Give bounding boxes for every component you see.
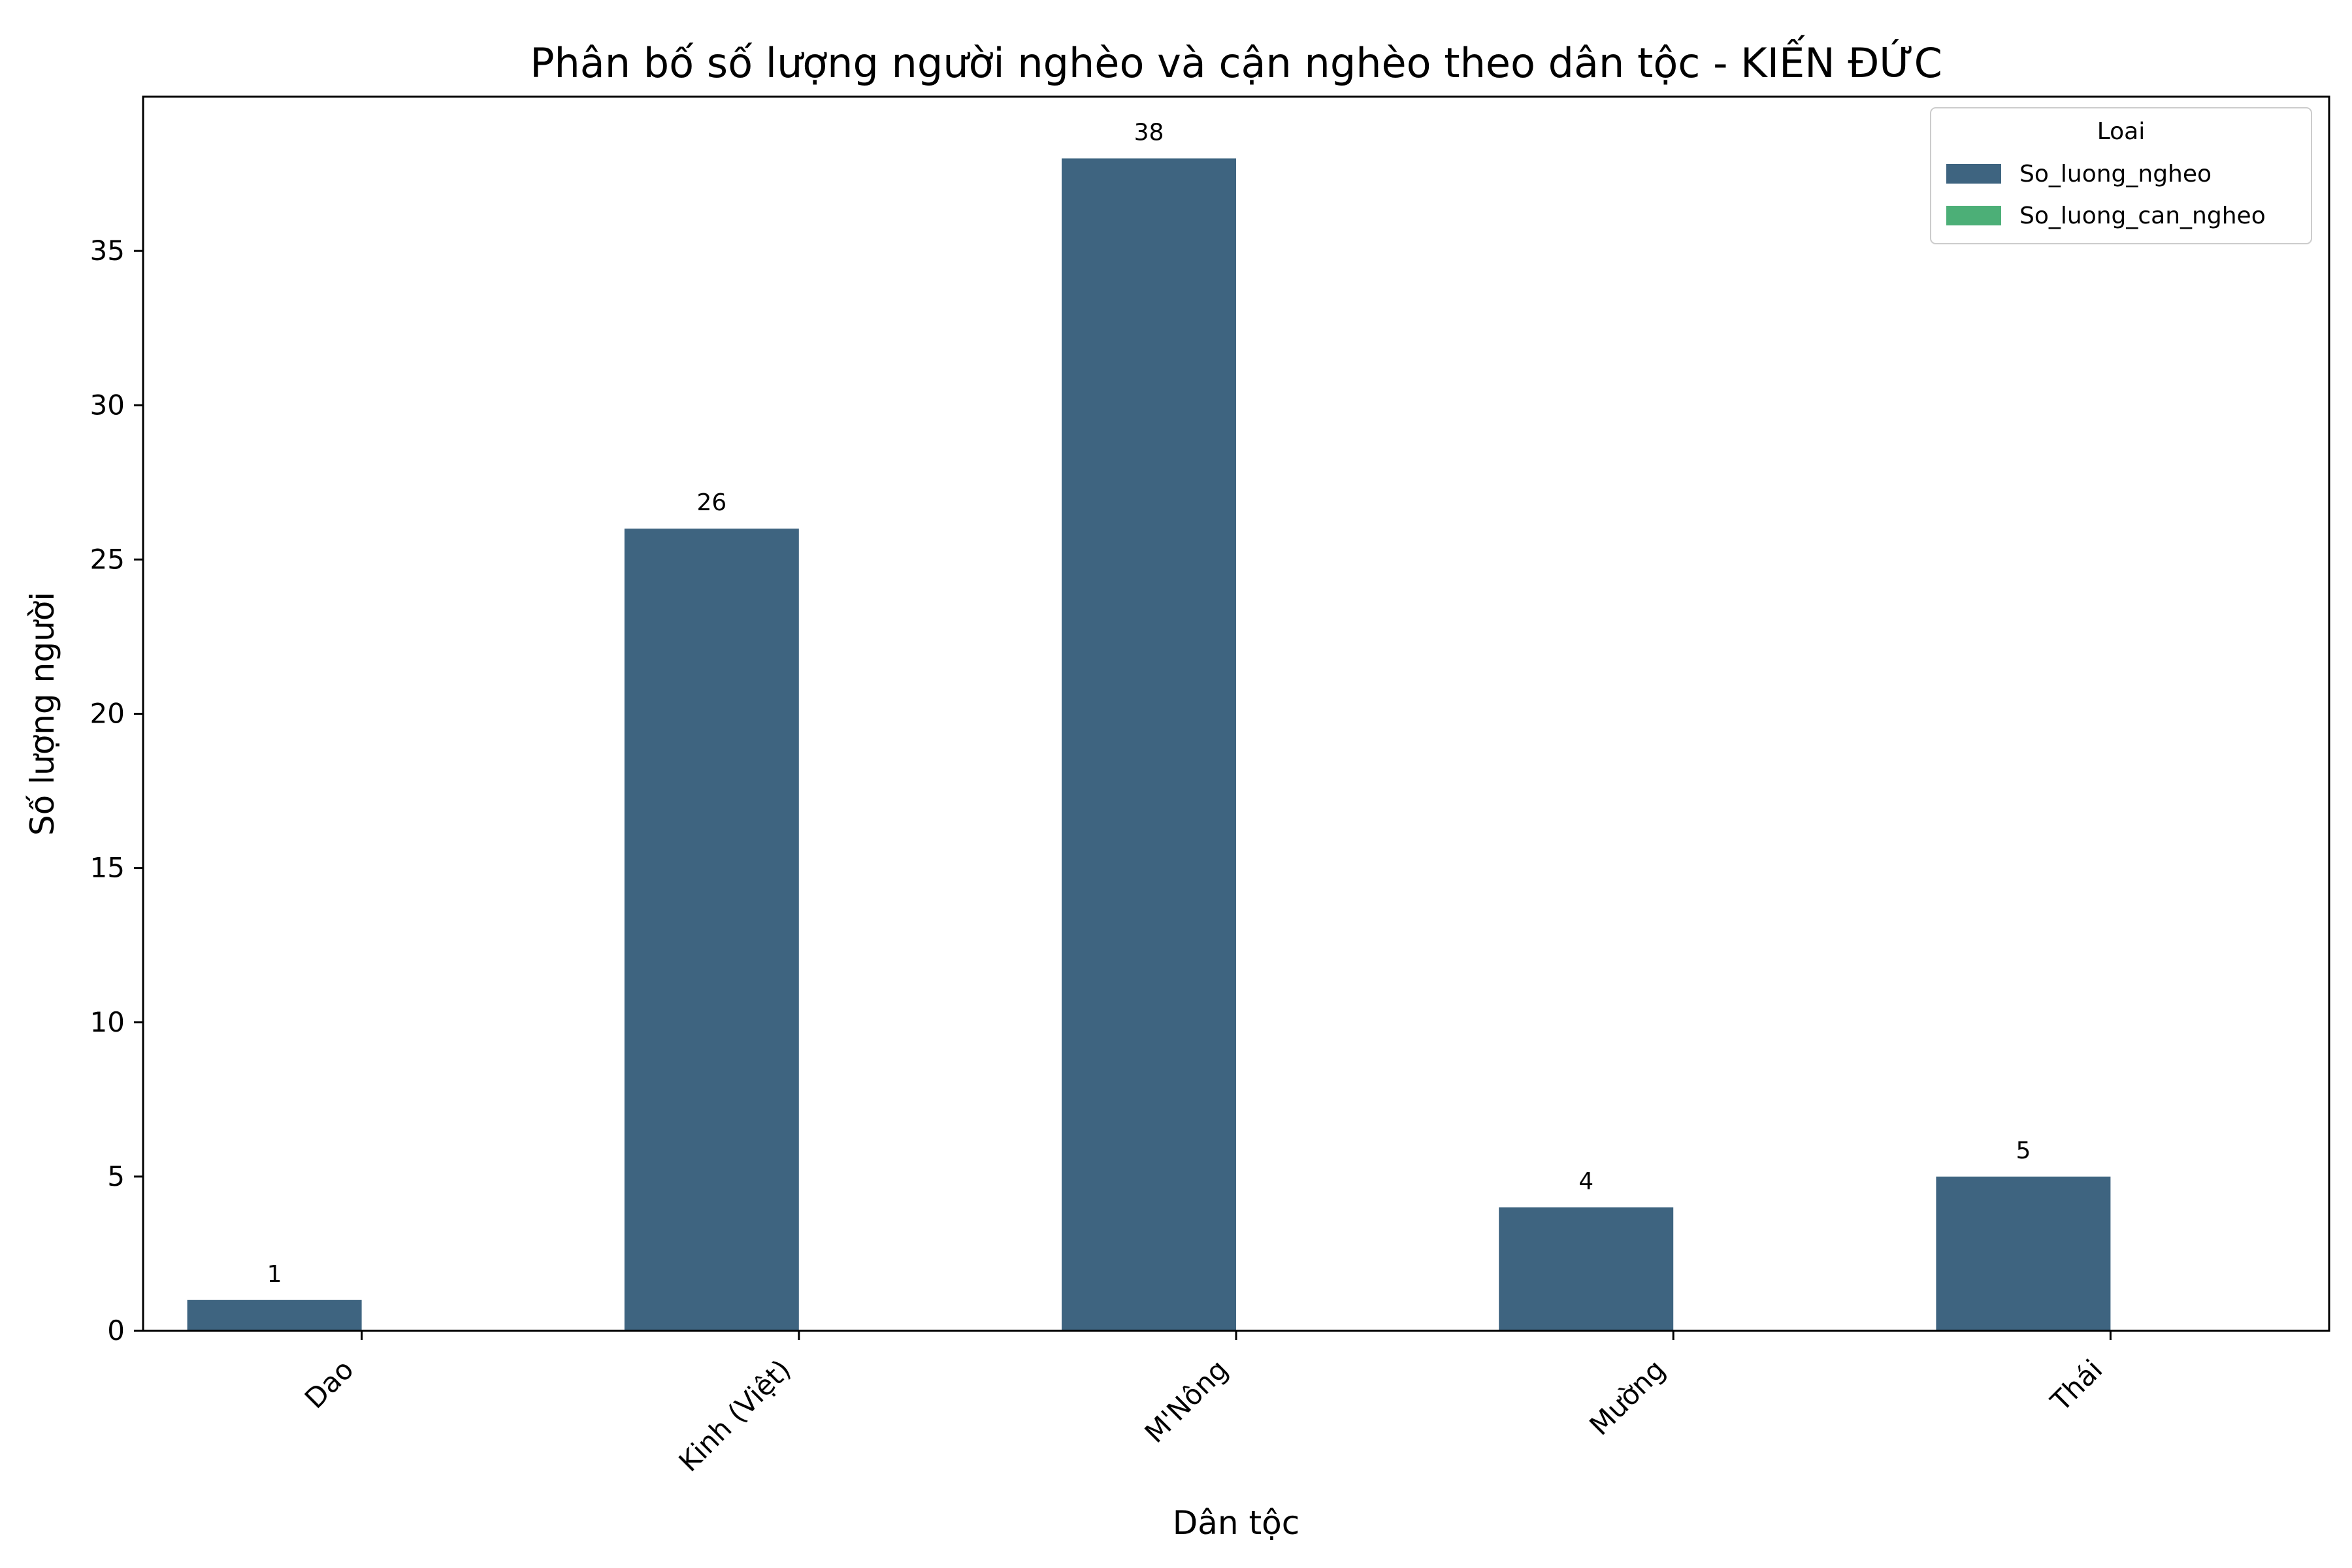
y-tick-label-0: 0 — [107, 1315, 125, 1347]
bar-so-luong-ngheo-kinh-viet — [624, 529, 799, 1331]
legend-label-so-luong-can-ngheo: So_luong_can_ngheo — [2019, 203, 2266, 229]
data-label-muong: 4 — [1578, 1168, 1593, 1195]
y-axis-label: Số lượng người — [24, 592, 61, 836]
x-tick-label-muong: Mường — [1583, 1353, 1671, 1441]
legend-frame — [1930, 107, 2312, 244]
legend-label-so-luong-ngheo: So_luong_ngheo — [2019, 161, 2212, 188]
legend: Loai So_luong_ngheo So_luong_can_ngheo — [1930, 107, 2312, 244]
bar-so-luong-ngheo-dao — [187, 1299, 362, 1331]
legend-swatch-so-luong-can-ngheo — [1946, 206, 2001, 225]
x-tick-label-dao: Dao — [299, 1353, 360, 1414]
y-tick-label-15: 15 — [90, 852, 125, 884]
x-tick-label-thai: Thái — [2044, 1353, 2109, 1418]
bar-so-luong-ngheo-m-nong — [1062, 158, 1236, 1331]
x-axis-label: Dân tộc — [1173, 1504, 1299, 1542]
legend-title: Loai — [2097, 118, 2146, 145]
y-tick-label-10: 10 — [90, 1006, 125, 1038]
legend-swatch-so-luong-ngheo — [1946, 164, 2001, 184]
data-label-m-nong: 38 — [1134, 119, 1164, 146]
y-tick-label-20: 20 — [90, 698, 125, 730]
y-tick-label-35: 35 — [90, 235, 125, 267]
y-tick-label-30: 30 — [90, 389, 125, 421]
plot-area: 1 26 38 4 5 0 5 10 15 20 25 30 35 Dao Kinh (Việt) M'Nôn… — [90, 95, 2330, 1478]
bar-so-luong-ngheo-muong — [1499, 1207, 1674, 1331]
chart-title: Phân bố số lượng người nghèo và cận nghè… — [530, 35, 1942, 87]
data-label-thai: 5 — [2016, 1137, 2031, 1164]
x-tick-label-kinh-viet: Kinh (Việt) — [672, 1353, 796, 1477]
y-tick-label-5: 5 — [107, 1160, 125, 1192]
x-tick-label-m-nong: M'Nông — [1139, 1353, 1235, 1449]
data-label-dao: 1 — [267, 1261, 282, 1288]
bar-so-luong-ngheo-thai — [1936, 1176, 2111, 1331]
y-tick-label-25: 25 — [90, 543, 125, 575]
data-label-kinh-viet: 26 — [696, 489, 727, 516]
